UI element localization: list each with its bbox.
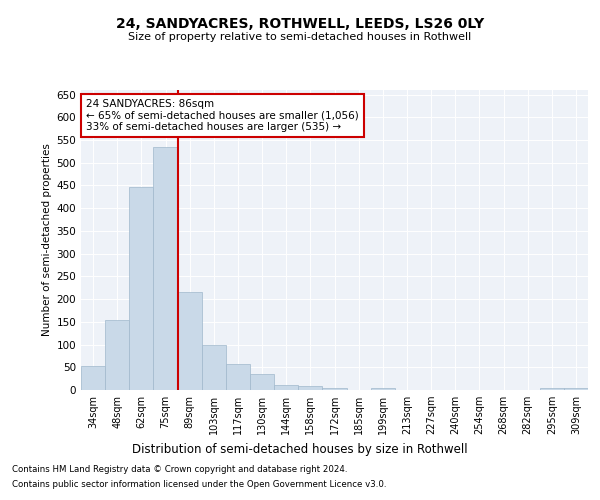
Bar — [250, 374, 274, 390]
Y-axis label: Number of semi-detached properties: Number of semi-detached properties — [42, 144, 52, 336]
Text: Contains HM Land Registry data © Crown copyright and database right 2024.: Contains HM Land Registry data © Crown c… — [12, 465, 347, 474]
Bar — [154, 147, 178, 390]
Bar — [322, 388, 347, 390]
Bar — [81, 366, 105, 390]
Bar — [226, 364, 250, 390]
Text: Distribution of semi-detached houses by size in Rothwell: Distribution of semi-detached houses by … — [132, 442, 468, 456]
Text: 24 SANDYACRES: 86sqm
← 65% of semi-detached houses are smaller (1,056)
33% of se: 24 SANDYACRES: 86sqm ← 65% of semi-detac… — [86, 99, 359, 132]
Bar — [129, 187, 154, 390]
Text: Size of property relative to semi-detached houses in Rothwell: Size of property relative to semi-detach… — [128, 32, 472, 42]
Bar — [105, 320, 129, 390]
Bar — [298, 386, 322, 390]
Bar — [564, 388, 588, 390]
Bar — [540, 388, 564, 390]
Bar — [274, 386, 298, 390]
Bar — [371, 388, 395, 390]
Text: Contains public sector information licensed under the Open Government Licence v3: Contains public sector information licen… — [12, 480, 386, 489]
Text: 24, SANDYACRES, ROTHWELL, LEEDS, LS26 0LY: 24, SANDYACRES, ROTHWELL, LEEDS, LS26 0L… — [116, 18, 484, 32]
Bar — [178, 292, 202, 390]
Bar — [202, 346, 226, 390]
